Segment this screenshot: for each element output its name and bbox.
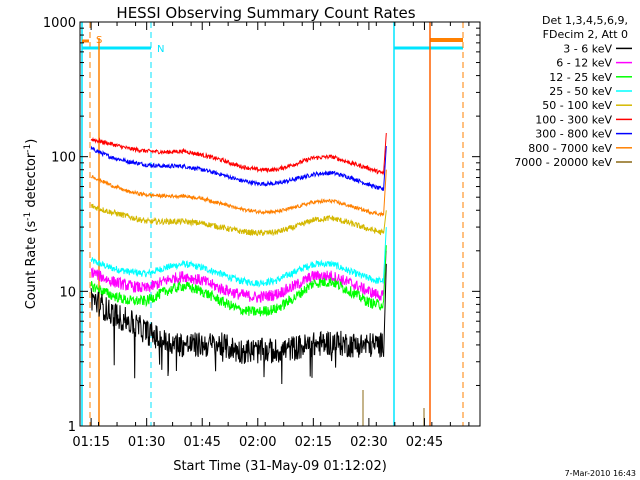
- time-markers: SN: [81, 22, 464, 426]
- x-tick-label: 01:45: [183, 435, 220, 450]
- series-line: [90, 132, 387, 176]
- y-tick-label: 1: [68, 420, 76, 435]
- legend: Det 1,3,4,5,6,9,FDecim 2, Att 03 - 6 keV…: [514, 14, 632, 169]
- series-line: [90, 263, 387, 385]
- chart-title: HESSI Observing Summary Count Rates: [116, 4, 415, 22]
- marker-label-s: S: [96, 35, 102, 46]
- legend-label: 7000 - 20000 keV: [514, 156, 612, 169]
- legend-label: 25 - 50 keV: [549, 85, 612, 98]
- x-tick-label: 02:15: [295, 435, 332, 450]
- legend-label: 6 - 12 keV: [556, 57, 612, 70]
- legend-header: FDecim 2, Att 0: [543, 28, 628, 41]
- series-line: [90, 245, 387, 317]
- axes: 01:15 01:30 01:45 02:00 02:15 02:30 02:45 1 10 10…: [43, 16, 480, 450]
- series-line: [90, 250, 387, 303]
- legend-header: Det 1,3,4,5,6,9,: [542, 14, 628, 27]
- x-tick-label: 01:15: [72, 435, 109, 450]
- y-axis-title: Count Rate (s-1 detector-1): [23, 139, 39, 310]
- legend-label: 300 - 800 keV: [535, 128, 612, 141]
- x-tick-label: 02:30: [350, 435, 387, 450]
- series-layer: [90, 132, 387, 385]
- series-line: [90, 203, 387, 237]
- legend-label: 3 - 6 keV: [563, 42, 612, 55]
- legend-label: 12 - 25 keV: [549, 71, 612, 84]
- x-tick-label: 02:45: [406, 435, 443, 450]
- legend-label: 100 - 300 keV: [535, 113, 612, 126]
- legend-label: 800 - 7000 keV: [528, 142, 612, 155]
- footer-date: 7-Mar-2010 16:43: [565, 469, 636, 478]
- x-axis-title: Start Time (31-May-09 01:12:02): [173, 459, 387, 474]
- legend-label: 50 - 100 keV: [542, 99, 612, 112]
- y-tick-label: 1000: [43, 16, 76, 31]
- marker-label-n: N: [157, 44, 164, 55]
- x-tick-label: 01:30: [128, 435, 165, 450]
- y-tick-label: 10: [59, 285, 76, 300]
- series-line: [90, 227, 387, 288]
- plot-frame: [79, 21, 481, 427]
- x-tick-label: 02:00: [239, 435, 276, 450]
- y-tick-label: 100: [51, 151, 76, 166]
- series-line: [91, 169, 387, 218]
- series-line: [90, 145, 387, 192]
